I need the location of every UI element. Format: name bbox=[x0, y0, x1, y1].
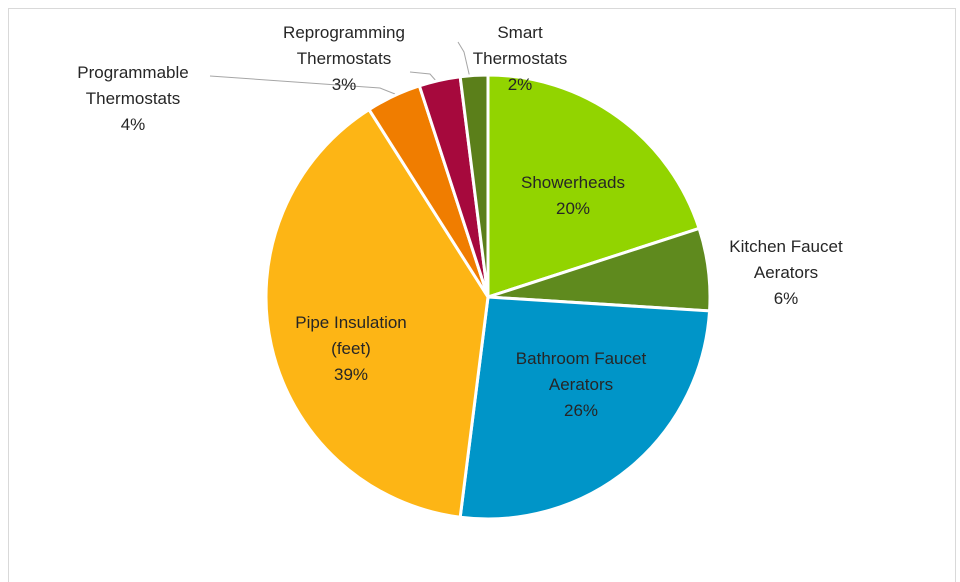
category-label: Bathroom Faucet Aerators bbox=[515, 349, 647, 394]
category-label: Kitchen Faucet Aerators bbox=[729, 237, 843, 282]
slice-label: Showerheads 20% bbox=[498, 170, 648, 222]
value-label: 39% bbox=[333, 365, 369, 384]
leader-line bbox=[457, 41, 471, 79]
category-label: Pipe Insulation (feet) bbox=[295, 313, 407, 358]
category-label: Showerheads bbox=[521, 173, 625, 192]
value-label: 4% bbox=[120, 115, 146, 134]
slice-label: Bathroom Faucet Aerators 26% bbox=[496, 346, 666, 424]
category-label: Smart Thermostats bbox=[472, 23, 568, 68]
chart-frame bbox=[8, 8, 956, 582]
value-label: 26% bbox=[563, 401, 599, 420]
pie-slice bbox=[486, 73, 702, 300]
slice-label: Reprogramming Thermostats 3% bbox=[259, 20, 429, 98]
slice-label: Programmable Thermostats 4% bbox=[53, 60, 213, 138]
value-label: 3% bbox=[331, 75, 357, 94]
category-label: Reprogramming Thermostats bbox=[283, 23, 405, 68]
value-label: 6% bbox=[773, 289, 799, 308]
slice-label: Pipe Insulation (feet) 39% bbox=[281, 310, 421, 388]
category-label: Programmable Thermostats bbox=[77, 63, 189, 108]
value-label: 20% bbox=[555, 199, 591, 218]
leader-line bbox=[409, 71, 438, 83]
pie-slice bbox=[458, 295, 712, 521]
value-label: 2% bbox=[507, 75, 533, 94]
leader-line bbox=[209, 75, 396, 95]
pie-slice bbox=[458, 73, 490, 298]
slice-label: Smart Thermostats 2% bbox=[460, 20, 580, 98]
slice-label: Kitchen Faucet Aerators 6% bbox=[706, 234, 866, 312]
